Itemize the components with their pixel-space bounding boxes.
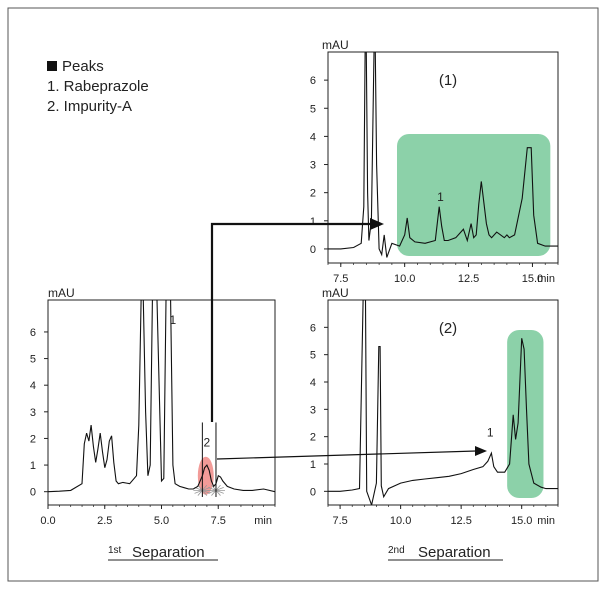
y-tick-label: 0 [30,487,36,499]
x-tick-label: 7.5 [211,515,226,527]
y-tick-label: 4 [30,380,36,392]
plot-frame [327,299,559,506]
x-tick-label: 15.0 [511,515,532,527]
caption-second: 2nd Separation [388,544,503,561]
peak-label: 2 [204,435,211,449]
y-tick-label: 5 [310,350,316,362]
legend-item-1: 1. Rabeprazole [47,78,149,95]
caption-second-label: Separation [418,544,491,561]
y-axis-unit: mAU [322,286,349,300]
transfer-arrow-upper [210,222,372,422]
x-tick-label: 10.0 [390,515,411,527]
peak-highlight-region [507,330,544,498]
legend-title: Peaks [62,58,104,75]
panel-title: (1) [439,72,457,89]
peak-legend: Peaks 1. Rabeprazole 2. Impurity-A [47,58,149,115]
y-tick-label: 4 [310,377,316,389]
y-axis-unit: mAU [322,38,349,52]
y-tick-label: 2 [310,188,316,200]
y-tick-label: 0 [310,244,316,256]
x-tick-label: 7.5 [333,273,348,285]
chromatogram-trace [328,300,558,505]
y-tick-label: 5 [310,103,316,115]
x-tick-label: 0.0 [40,515,55,527]
legend-square-icon [47,61,57,71]
y-tick-label: 1 [310,216,316,228]
x-tick-label: 15.0 [522,273,543,285]
x-tick-label: 10.0 [394,273,415,285]
x-tick-label: 12.5 [450,515,471,527]
chromatogram-trace [48,300,275,493]
x-tick-label: 7.5 [332,515,347,527]
y-axis-unit: mAU [48,286,75,300]
caption-second-superscript: 2nd [388,545,405,556]
legend-item-2: 2. Impurity-A [47,98,132,115]
x-tick-label: 2.5 [97,515,112,527]
outer-frame [7,7,599,582]
y-tick-label: 6 [310,322,316,334]
y-tick-label: 6 [310,75,316,87]
transfer-arrows [210,218,487,460]
y-tick-label: 2 [30,433,36,445]
y-tick-label: 4 [310,131,316,143]
caption-first-label: Separation [132,544,205,561]
y-tick-label: 5 [30,354,36,366]
y-tick-label: 3 [310,404,316,416]
caption-first: 1st Separation [108,544,218,561]
y-tick-label: 1 [310,459,316,471]
arrowhead-upper-icon [370,218,384,230]
x-axis-unit: min [254,515,272,527]
x-tick-label: 12.5 [458,273,479,285]
second-separation-chart-2: 0 1 2 3 4 5 6 7.5 10.0 12.5 15.0 min mAU (2) 1 [310,286,559,527]
y-tick-label: 2 [310,432,316,444]
y-tick-label: 3 [30,407,36,419]
transfer-arrow-lower [216,450,477,460]
y-tick-label: 1 [30,460,36,472]
y-tick-label: 0 [310,486,316,498]
x-tick-label: 5.0 [154,515,169,527]
x-axis-unit: min [537,515,555,527]
peak-highlight-region [397,134,551,256]
y-tick-label: 3 [310,160,316,172]
first-separation-chart: 0 1 2 3 4 5 6 0.0 2.5 5.0 7.5 min mAU 1 2 [30,286,276,527]
panel-title: (2) [439,320,457,337]
x-axis-unit: min [537,273,555,285]
impurity-highlight [197,456,214,495]
peak-label: 1 [437,190,444,204]
arrowhead-lower-icon [475,446,487,456]
peak-label: 1 [170,313,177,327]
caption-first-superscript: 1st [108,545,122,556]
chromatogram-trace [328,52,558,258]
y-tick-label: 6 [30,327,36,339]
peak-label: 1 [487,426,494,440]
